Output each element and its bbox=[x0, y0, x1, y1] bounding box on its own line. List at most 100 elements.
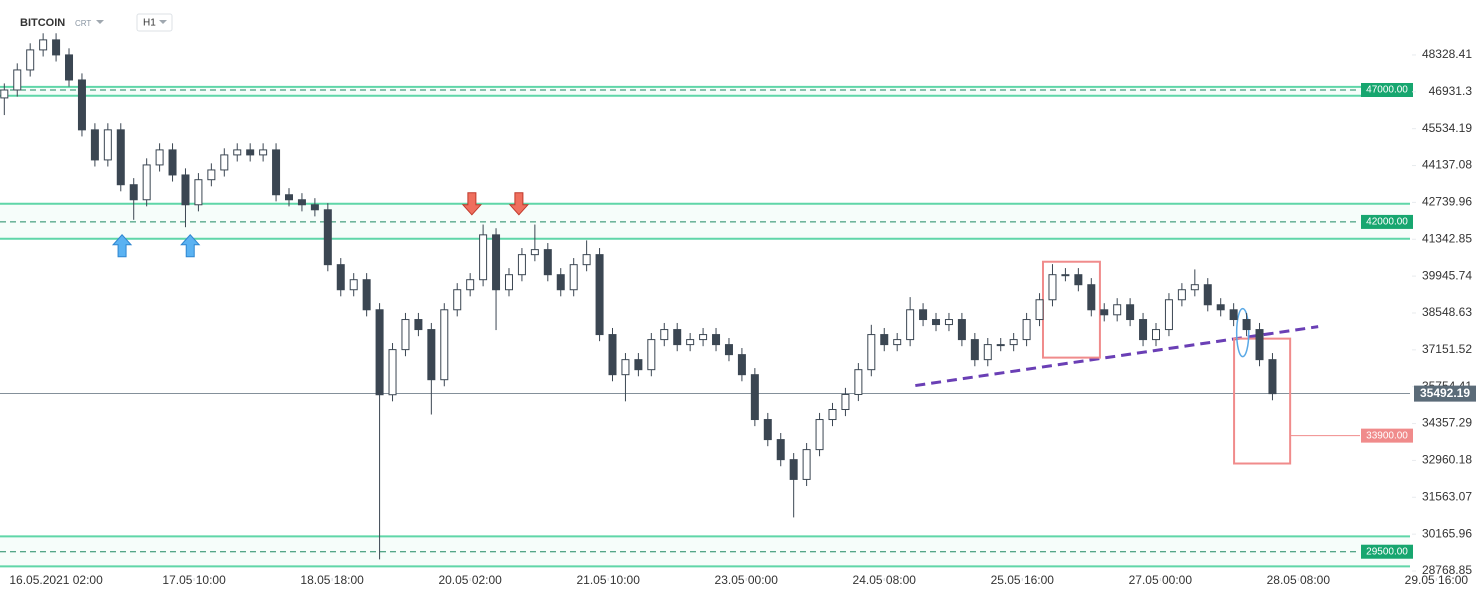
candle-body bbox=[168, 149, 177, 176]
candle-body bbox=[1048, 274, 1057, 301]
candle-body bbox=[362, 279, 371, 311]
candle-body bbox=[1022, 319, 1031, 341]
candle-body bbox=[388, 349, 397, 396]
y-tick-label: 44137.08 bbox=[1422, 158, 1472, 172]
candle-body bbox=[750, 374, 759, 421]
candle-body bbox=[776, 439, 785, 461]
candle-body bbox=[1203, 284, 1212, 306]
arrow bbox=[180, 234, 201, 258]
candle-body bbox=[181, 174, 190, 206]
candle-body bbox=[1255, 329, 1264, 361]
x-tick-label: 24.05 08:00 bbox=[853, 573, 917, 587]
level-label-box bbox=[1361, 82, 1413, 97]
y-tick-label: 38548.63 bbox=[1422, 305, 1472, 319]
candle-body bbox=[932, 319, 941, 326]
candle-body bbox=[569, 264, 578, 291]
x-tick-label: 16.05.2021 02:00 bbox=[9, 573, 103, 587]
candle-body bbox=[39, 39, 48, 51]
candle-body bbox=[1009, 339, 1018, 346]
candle-body bbox=[297, 199, 306, 206]
level-label: 29500.00 bbox=[1366, 546, 1408, 557]
candle-body bbox=[65, 54, 74, 81]
candle-body bbox=[453, 289, 462, 311]
candle-body bbox=[893, 339, 902, 346]
y-tick-label: 42739.96 bbox=[1422, 195, 1472, 209]
candle-body bbox=[1061, 274, 1070, 277]
chart-style[interactable]: CRT bbox=[75, 19, 91, 28]
candle-body bbox=[737, 354, 746, 376]
dropdown-icon[interactable] bbox=[96, 20, 104, 24]
candle-body bbox=[906, 309, 915, 341]
candle-body bbox=[854, 369, 863, 395]
candle-body bbox=[1242, 319, 1251, 331]
y-tick-label: 30165.96 bbox=[1422, 526, 1472, 540]
candle-body bbox=[259, 149, 268, 156]
candle-body bbox=[375, 309, 384, 396]
candle-body bbox=[556, 274, 565, 291]
candle-body bbox=[957, 319, 966, 341]
candle-body bbox=[673, 329, 682, 346]
candle-body bbox=[1216, 304, 1225, 311]
candle-body bbox=[712, 334, 721, 346]
candle-body bbox=[802, 449, 811, 480]
highlight-ellipse bbox=[1235, 307, 1250, 358]
interval-box[interactable] bbox=[136, 13, 173, 32]
level-label: 33900.00 bbox=[1366, 430, 1408, 441]
candle-body bbox=[1087, 284, 1096, 311]
x-tick-label: 27.05 00:00 bbox=[1129, 573, 1193, 587]
candle-body bbox=[323, 209, 332, 266]
candle-body bbox=[26, 49, 35, 71]
arrow bbox=[461, 192, 483, 216]
level-zone bbox=[0, 203, 1410, 239]
candle-body bbox=[828, 409, 837, 421]
y-tick-label: 37151.52 bbox=[1422, 342, 1472, 356]
y-tick-label: 46931.3 bbox=[1429, 84, 1473, 98]
candle-body bbox=[77, 79, 86, 131]
y-tick-label: 41342.85 bbox=[1422, 231, 1472, 245]
x-tick-label: 21.05 10:00 bbox=[576, 573, 640, 587]
candle-body bbox=[983, 344, 992, 361]
y-tick-label: 31563.07 bbox=[1422, 489, 1472, 503]
candle-body bbox=[129, 184, 138, 201]
current-price-label: 35492.19 bbox=[1420, 386, 1470, 400]
candle-body bbox=[272, 149, 281, 196]
candle-body bbox=[608, 334, 617, 376]
level-zone bbox=[0, 86, 1410, 96]
candle-body bbox=[336, 264, 345, 291]
candle-body bbox=[440, 309, 449, 381]
candle-body bbox=[13, 69, 22, 91]
level-label-box bbox=[1361, 428, 1413, 443]
candle-body bbox=[414, 319, 423, 331]
interval[interactable]: H1 bbox=[143, 18, 156, 29]
candle-body bbox=[492, 234, 501, 291]
level-label-box bbox=[1361, 214, 1413, 229]
candle-body bbox=[52, 39, 61, 56]
current-price-box bbox=[1414, 385, 1476, 402]
arrow bbox=[508, 192, 530, 216]
candle-body bbox=[233, 149, 242, 156]
candle-body bbox=[1229, 309, 1238, 321]
y-tick-label: 28768.85 bbox=[1422, 563, 1472, 577]
candle-body bbox=[517, 254, 526, 276]
level-label: 47000.00 bbox=[1366, 85, 1408, 96]
candle-body bbox=[841, 393, 850, 411]
x-tick-label: 18.05 18:00 bbox=[300, 573, 364, 587]
candle-body bbox=[970, 339, 979, 361]
candle-body bbox=[634, 359, 643, 371]
dropdown-icon[interactable] bbox=[159, 20, 167, 24]
candle-body bbox=[686, 339, 695, 346]
y-tick-label: 48328.41 bbox=[1422, 47, 1472, 61]
candle-body bbox=[647, 339, 656, 371]
candle-body bbox=[246, 149, 255, 156]
x-tick-label: 29.05 16:00 bbox=[1405, 573, 1469, 587]
candle-body bbox=[103, 129, 112, 161]
x-tick-label: 25.05 16:00 bbox=[991, 573, 1055, 587]
candle-body bbox=[815, 419, 824, 451]
candle-body bbox=[789, 459, 798, 480]
candle-body bbox=[1126, 304, 1135, 321]
candle-body bbox=[880, 334, 889, 346]
candles bbox=[0, 33, 1277, 560]
candle-body bbox=[621, 359, 630, 376]
